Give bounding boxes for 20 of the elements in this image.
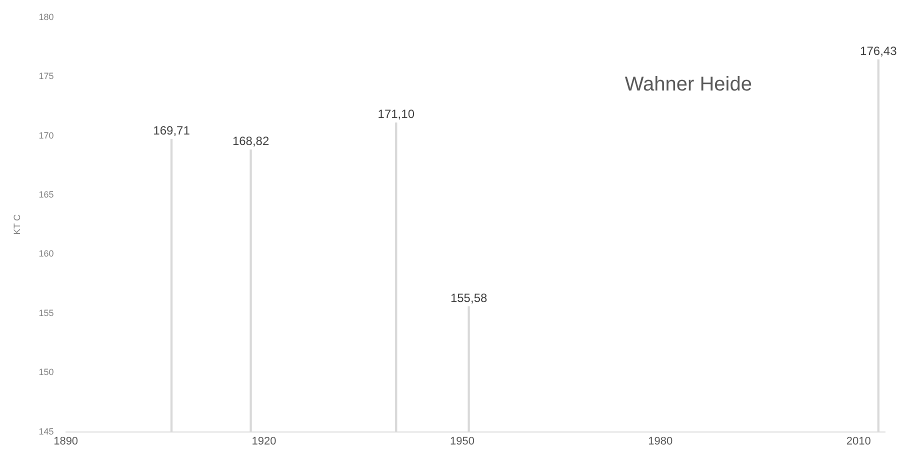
y-tick-label: 175	[38, 71, 54, 82]
x-tick-label: 1890	[54, 435, 78, 448]
data-label: 176,43	[860, 44, 898, 58]
text: Wahner Heide	[624, 74, 752, 96]
y-axis-title: KT C	[12, 214, 22, 235]
x-tick-label: 1920	[252, 435, 276, 448]
x-tick-label: 1950	[450, 435, 474, 448]
y-tick-label: 155	[38, 308, 54, 318]
y-tick-label: 145	[38, 426, 54, 436]
y-tick-label: 170	[38, 130, 54, 140]
data-label: 171,10	[378, 107, 415, 122]
y-tick-label: 180	[38, 12, 54, 22]
data-label: 168,82	[232, 134, 270, 148]
y-tick-label: 150	[38, 367, 54, 378]
data-label: 169,71	[153, 124, 190, 138]
x-tick-label: 1980	[648, 435, 673, 448]
x-tick-label: 2010	[846, 435, 871, 448]
y-tick-label: 160	[38, 248, 54, 259]
y-tick-label: 165	[38, 189, 54, 200]
data-label: 155,58	[450, 290, 488, 305]
